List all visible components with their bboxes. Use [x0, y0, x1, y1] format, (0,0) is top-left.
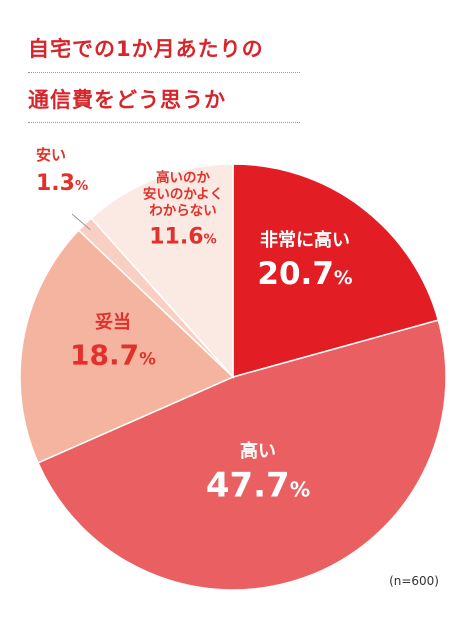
slice-label-4-line-1: 安いのかよく — [143, 186, 223, 203]
chart-title-line-2: 通信費をどう思うか — [28, 88, 226, 112]
chart-title-line-1: 自宅での1か月あたりの — [28, 37, 264, 61]
slice-label-3: 安い — [36, 146, 66, 164]
slice-label-2: 妥当 — [95, 311, 131, 333]
pie-slice-0 — [232, 163, 440, 378]
slice-value-2: 18.7% — [70, 338, 156, 371]
slice-value-3: 1.3% — [36, 171, 88, 196]
slice-value-1: 47.7% — [206, 466, 310, 506]
pie-slice-2 — [19, 229, 235, 464]
sample-size-note: (n=600) — [389, 574, 439, 588]
slice-value-0: 20.7% — [257, 256, 353, 292]
slice-label-0: 非常に高い — [260, 229, 350, 251]
title-divider-2 — [28, 122, 300, 123]
pie-slice-4 — [90, 163, 234, 379]
leader-line-small-slice — [71, 213, 91, 231]
slice-value-4: 11.6% — [149, 225, 217, 250]
pie-slice-1 — [37, 319, 447, 591]
title-divider-1 — [28, 72, 300, 73]
slice-label-4-line-2: わからない — [149, 203, 217, 219]
slice-label-1: 高い — [240, 440, 276, 462]
slice-label-4-line-0: 高いのか — [156, 169, 210, 186]
